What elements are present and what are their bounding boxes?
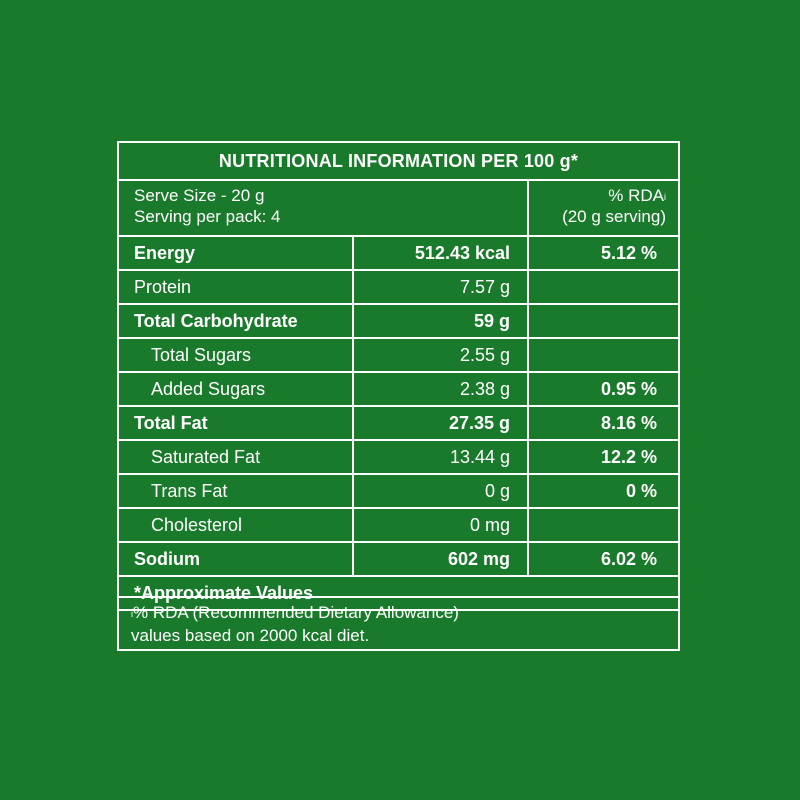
table-row-energy: Energy 512.43 kcal 5.12 % [119,237,678,271]
rda-footnote: i% RDA (Recommended Dietary Allowance) v… [117,596,680,651]
table-row-cholesterol: Cholesterol 0 mg [119,509,678,543]
table-row-sodium: Sodium 602 mg 6.02 % [119,543,678,577]
table-row-trans-fat: Trans Fat 0 g 0 % [119,475,678,509]
nutrient-rda: 12.2 % [600,447,657,467]
nutrient-name: Sodium [119,543,354,575]
table-row-added-sugars: Added Sugars 2.38 g 0.95 % [119,373,678,407]
footnote-line-2: values based on 2000 kcal diet. [131,626,370,645]
table-row-total-carbohydrate: Total Carbohydrate 59 g [119,305,678,339]
serving-info: Serve Size - 20 g Serving per pack: 4 [119,181,529,235]
nutrient-name: Energy [119,237,354,269]
nutrient-value: 2.38 g [354,373,529,405]
nutrient-name: Total Carbohydrate [119,305,354,337]
nutrient-name: Total Fat [119,407,354,439]
nutrient-rda: 0.95 % [600,379,657,399]
table-row-total-sugars: Total Sugars 2.55 g [119,339,678,373]
nutrition-table: NUTRITIONAL INFORMATION PER 100 g* Serve… [117,141,680,611]
table-row-saturated-fat: Saturated Fat 13.44 g 12.2 % [119,441,678,475]
footnote-line-1: i% RDA (Recommended Dietary Allowance) [131,601,678,624]
nutrient-value: 7.57 g [354,271,529,303]
rda-label: % RDA [608,186,664,205]
nutrient-name: Cholesterol [119,509,354,541]
footnote-mark: i [131,609,133,619]
table-row-total-fat: Total Fat 27.35 g 8.16 % [119,407,678,441]
nutrient-rda [529,509,678,541]
nutrient-value: 0 g [354,475,529,507]
nutrient-value: 59 g [354,305,529,337]
nutrient-rda [529,305,678,337]
rda-footnote-mark: i [664,192,666,202]
table-row-protein: Protein 7.57 g [119,271,678,305]
nutrient-rda: 6.02 % [600,549,657,569]
nutrient-value: 512.43 kcal [354,237,529,269]
nutrient-rda [529,339,678,371]
nutrient-value: 27.35 g [354,407,529,439]
rda-header: % RDAi (20 g serving) [529,181,678,235]
nutrient-value: 602 mg [354,543,529,575]
rda-label-line: % RDAi [529,185,666,206]
serve-size: Serve Size - 20 g [134,186,265,205]
serving-info-row: Serve Size - 20 g Serving per pack: 4 % … [119,181,678,237]
approximate-values-note: *Approximate Values [134,583,314,603]
nutrient-name: Total Sugars [119,339,354,371]
rda-serving: (20 g serving) [562,207,666,226]
nutrient-name: Added Sugars [119,373,354,405]
nutrient-value: 0 mg [354,509,529,541]
nutrient-name: Trans Fat [119,475,354,507]
nutrient-name: Protein [119,271,354,303]
serving-per-pack: Serving per pack: 4 [134,207,281,226]
footnote-text-1: % RDA (Recommended Dietary Allowance) [133,603,459,622]
nutrient-rda [529,271,678,303]
nutrient-name: Saturated Fat [119,441,354,473]
nutrient-value: 2.55 g [354,339,529,371]
nutrient-rda: 8.16 % [600,413,657,433]
nutrient-value: 13.44 g [354,441,529,473]
table-title: NUTRITIONAL INFORMATION PER 100 g* [119,143,678,181]
nutrient-rda: 5.12 % [600,243,657,263]
nutrient-rda: 0 % [625,481,657,501]
